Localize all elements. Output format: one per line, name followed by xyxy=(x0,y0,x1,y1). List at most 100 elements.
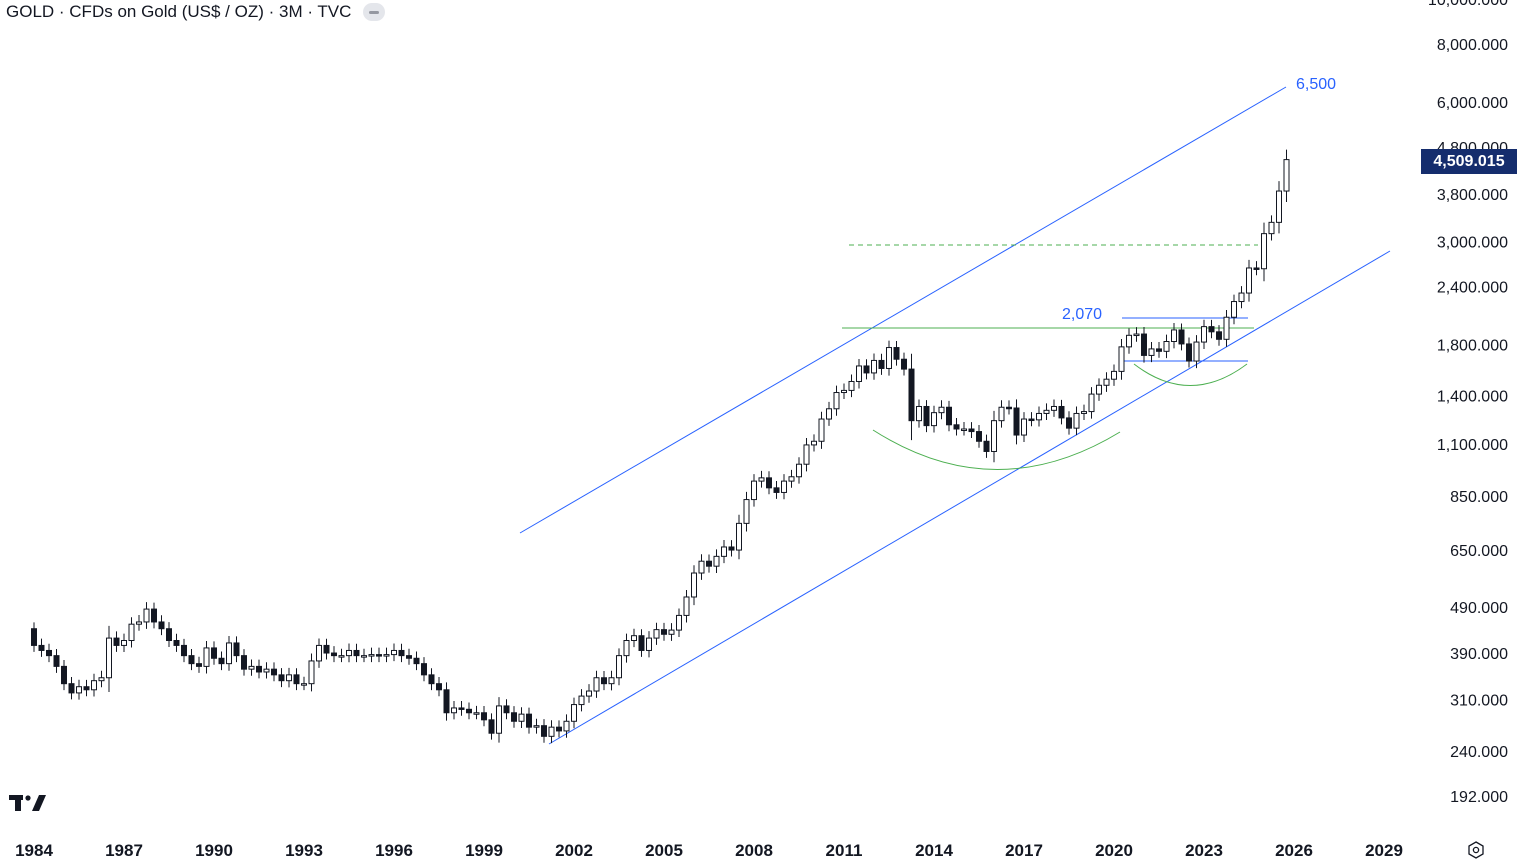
candle[interactable] xyxy=(646,631,652,658)
candle[interactable] xyxy=(758,470,765,488)
candle[interactable] xyxy=(413,651,420,671)
candle[interactable] xyxy=(53,649,60,673)
candle[interactable] xyxy=(901,352,907,376)
candle[interactable] xyxy=(998,400,1005,428)
candle[interactable] xyxy=(556,720,562,738)
candle[interactable] xyxy=(473,705,480,720)
candle[interactable] xyxy=(128,617,135,648)
candle[interactable] xyxy=(263,662,270,679)
candle[interactable] xyxy=(1111,364,1117,386)
candle[interactable] xyxy=(383,647,390,663)
candle[interactable] xyxy=(106,625,112,693)
candle[interactable] xyxy=(488,713,495,740)
candle[interactable] xyxy=(1253,261,1260,276)
candle[interactable] xyxy=(256,659,262,679)
candle[interactable] xyxy=(631,628,637,648)
candle[interactable] xyxy=(218,651,225,671)
candle[interactable] xyxy=(458,701,465,716)
candle[interactable] xyxy=(1043,403,1050,421)
candle[interactable] xyxy=(578,689,585,712)
candle[interactable] xyxy=(1103,372,1110,392)
candle[interactable] xyxy=(751,474,757,507)
candle[interactable] xyxy=(796,457,802,484)
candle[interactable] xyxy=(908,353,915,441)
candle[interactable] xyxy=(803,437,810,472)
candle[interactable] xyxy=(698,554,705,580)
collapse-pill-icon[interactable] xyxy=(363,3,386,21)
candle[interactable] xyxy=(1006,400,1012,415)
candle[interactable] xyxy=(1223,310,1230,347)
candle[interactable] xyxy=(76,679,82,700)
candle[interactable] xyxy=(151,602,157,629)
candle[interactable] xyxy=(331,646,337,663)
candle[interactable] xyxy=(1156,342,1162,358)
candle[interactable] xyxy=(286,667,292,688)
candle[interactable] xyxy=(316,638,322,668)
candle[interactable] xyxy=(848,374,855,398)
candle[interactable] xyxy=(961,422,967,436)
candle[interactable] xyxy=(1201,319,1207,350)
candle[interactable] xyxy=(31,622,37,652)
candle[interactable] xyxy=(526,707,532,734)
candle[interactable] xyxy=(1148,341,1155,363)
candle[interactable] xyxy=(923,400,930,433)
candle[interactable] xyxy=(1171,323,1177,349)
candle[interactable] xyxy=(593,670,600,698)
candle[interactable] xyxy=(203,640,210,674)
tradingview-logo-icon[interactable] xyxy=(8,791,48,820)
candle[interactable] xyxy=(1193,335,1200,369)
candle[interactable] xyxy=(586,684,592,703)
candle[interactable] xyxy=(1178,323,1185,351)
candle[interactable] xyxy=(1118,338,1125,380)
candle[interactable] xyxy=(466,702,472,720)
candle[interactable] xyxy=(308,653,315,692)
handle-arc[interactable] xyxy=(1133,363,1248,386)
candle[interactable] xyxy=(398,643,405,663)
settings-gear-icon[interactable] xyxy=(1466,840,1486,860)
candle[interactable] xyxy=(271,662,277,682)
candle[interactable] xyxy=(181,638,187,663)
candle[interactable] xyxy=(38,638,45,657)
candle[interactable] xyxy=(826,401,832,426)
candle[interactable] xyxy=(376,647,382,663)
candle[interactable] xyxy=(781,474,787,500)
candle[interactable] xyxy=(571,697,577,729)
channel-upper-line[interactable] xyxy=(519,86,1287,534)
candle[interactable] xyxy=(676,608,682,638)
candle[interactable] xyxy=(481,706,487,727)
candle[interactable] xyxy=(976,424,982,448)
candle[interactable] xyxy=(661,622,667,641)
candle[interactable] xyxy=(548,720,555,744)
candle[interactable] xyxy=(233,636,240,663)
candle[interactable] xyxy=(143,602,150,629)
candle[interactable] xyxy=(713,549,720,573)
candle[interactable] xyxy=(503,699,510,720)
candle[interactable] xyxy=(1081,404,1087,420)
candle[interactable] xyxy=(856,359,862,389)
candle[interactable] xyxy=(931,405,937,433)
candle[interactable] xyxy=(991,410,997,463)
candle[interactable] xyxy=(188,648,195,671)
candle[interactable] xyxy=(601,671,607,691)
symbol-title[interactable]: GOLD · CFDs on Gold (US$ / OZ) · 3M · TV… xyxy=(6,2,352,21)
candle[interactable] xyxy=(706,554,712,573)
symbol-header[interactable]: GOLD · CFDs on Gold (US$ / OZ) · 3M · TV… xyxy=(6,2,386,22)
candle[interactable] xyxy=(421,657,427,682)
candle[interactable] xyxy=(1163,334,1170,359)
candle[interactable] xyxy=(983,434,990,458)
candle[interactable] xyxy=(743,491,750,532)
candle[interactable] xyxy=(1058,399,1065,425)
candle[interactable] xyxy=(46,643,52,663)
candle[interactable] xyxy=(1036,406,1042,427)
price-axis[interactable]: 192.000 240.000 310.000 390.000 490.000 650.0… xyxy=(1428,0,1508,806)
candle[interactable] xyxy=(1238,286,1245,309)
candle[interactable] xyxy=(1013,399,1020,445)
candle[interactable] xyxy=(638,629,645,657)
candle[interactable] xyxy=(353,643,360,663)
candle[interactable] xyxy=(83,679,90,697)
candle[interactable] xyxy=(368,647,375,663)
candle[interactable] xyxy=(563,714,570,738)
candle[interactable] xyxy=(968,422,975,439)
candle[interactable] xyxy=(736,514,742,560)
